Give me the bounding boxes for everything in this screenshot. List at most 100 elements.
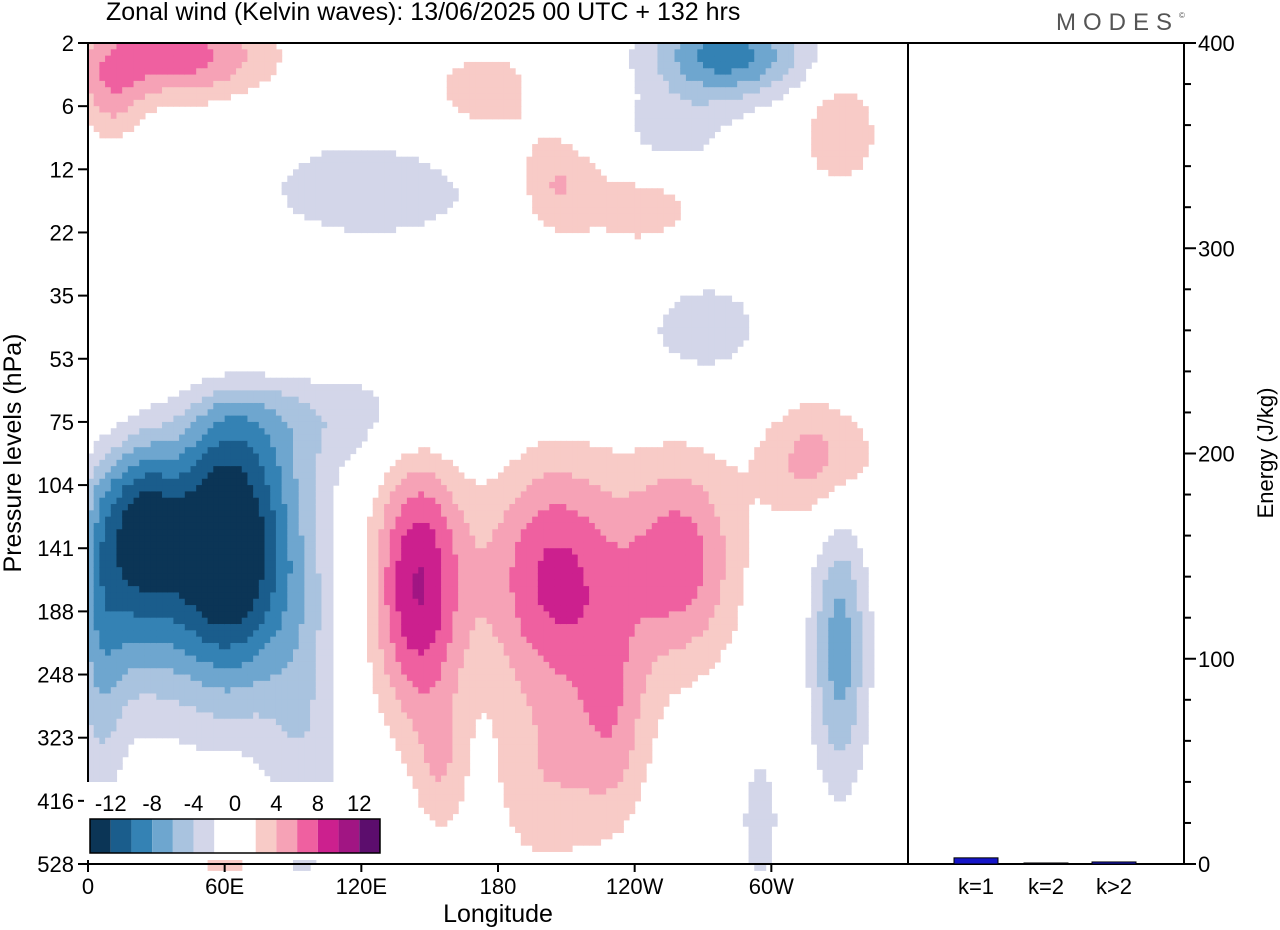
heatmap-cell: [463, 731, 471, 739]
heatmap-cell: [304, 453, 311, 461]
heatmap-cell: [378, 194, 385, 202]
heatmap-cell: [236, 396, 243, 404]
heatmap-cell: [127, 118, 135, 126]
heatmap-cell: [116, 586, 123, 594]
heatmap-cell: [446, 497, 454, 505]
heatmap-cell: [384, 636, 391, 644]
heatmap-cell: [389, 535, 397, 543]
heatmap-cell: [162, 68, 169, 76]
heatmap-cell: [515, 636, 522, 644]
heatmap-cell: [395, 573, 402, 581]
heatmap-cell: [475, 560, 482, 568]
heatmap-cell: [498, 87, 505, 95]
heatmap-cell: [458, 478, 465, 486]
heatmap-cell: [389, 194, 397, 202]
heatmap-cell: [532, 485, 539, 492]
heatmap-cell: [230, 384, 237, 391]
heatmap-cell: [127, 554, 135, 562]
heatmap-cell: [321, 630, 328, 638]
heatmap-cell: [412, 219, 419, 227]
heatmap-cell: [452, 737, 459, 745]
heatmap-cell: [156, 497, 163, 505]
heatmap-cell: [162, 535, 169, 543]
heatmap-cell: [241, 390, 249, 398]
heatmap-cell: [88, 605, 95, 612]
heatmap-cell: [179, 687, 186, 695]
heatmap-cell: [372, 674, 380, 682]
heatmap-cell: [122, 712, 129, 720]
heatmap-cell: [418, 579, 425, 587]
heatmap-cell: [253, 586, 260, 594]
heatmap-cell: [139, 674, 146, 682]
heatmap-cell: [293, 428, 300, 436]
heatmap-cell: [469, 718, 476, 726]
heatmap-cell: [526, 737, 533, 745]
heatmap-cell: [532, 548, 539, 556]
heatmap-cell: [105, 99, 112, 107]
heatmap-cell: [144, 466, 152, 474]
heatmap-cell: [133, 680, 140, 688]
heatmap-cell: [167, 68, 175, 76]
heatmap-cell: [412, 579, 419, 587]
heatmap-cell: [406, 579, 414, 587]
heatmap-cell: [509, 548, 516, 556]
heatmap-cell: [258, 371, 266, 379]
heatmap-cell: [241, 61, 249, 69]
heatmap-cell: [287, 750, 294, 758]
heatmap-cell: [503, 522, 510, 530]
heatmap-cell: [133, 478, 140, 486]
heatmap-cell: [372, 611, 380, 619]
heatmap-cell: [532, 459, 539, 467]
heatmap-cell: [372, 554, 380, 562]
heatmap-cell: [236, 409, 243, 417]
heatmap-cell: [190, 61, 197, 69]
heatmap-cell: [310, 485, 317, 492]
heatmap-cell: [412, 548, 419, 556]
heatmap-cell: [310, 712, 317, 720]
heatmap-cell: [281, 642, 288, 650]
heatmap-cell: [156, 611, 163, 619]
heatmap-cell: [88, 725, 95, 732]
heatmap-cell: [218, 421, 226, 429]
heatmap-cell: [401, 598, 408, 606]
heatmap-cell: [401, 706, 408, 714]
heatmap-cell: [475, 510, 482, 518]
heatmap-cell: [133, 573, 140, 581]
heatmap-cell: [139, 87, 146, 95]
heatmap-cell: [230, 586, 237, 594]
heatmap-cell: [281, 680, 288, 688]
heatmap-cell: [122, 731, 129, 739]
heatmap-cell: [367, 219, 374, 227]
heatmap-cell: [122, 447, 129, 455]
heatmap-cell: [156, 415, 163, 423]
heatmap-cell: [213, 611, 220, 619]
heatmap-cell: [127, 478, 135, 486]
heatmap-cell: [139, 693, 146, 701]
heatmap-cell: [423, 567, 431, 575]
heatmap-cell: [116, 706, 123, 714]
heatmap-cell: [116, 504, 123, 511]
heatmap-cell: [196, 529, 203, 537]
heatmap-cell: [526, 586, 533, 594]
heatmap-cell: [258, 737, 266, 745]
heatmap-cell: [492, 74, 499, 82]
heatmap-cell: [167, 485, 175, 492]
heatmap-cell: [127, 592, 135, 600]
heatmap-cell: [503, 61, 510, 69]
heatmap-cell: [372, 516, 380, 524]
heatmap-cell: [321, 207, 328, 215]
heatmap-cell: [275, 522, 283, 530]
heatmap-cell: [452, 800, 459, 808]
heatmap-cell: [429, 535, 436, 543]
heatmap-cell: [247, 535, 254, 543]
heatmap-cell: [321, 680, 328, 688]
heatmap-cell: [88, 55, 95, 63]
heatmap-cell: [173, 402, 180, 410]
heatmap-cell: [423, 800, 431, 808]
heatmap-cell: [122, 93, 129, 101]
heatmap-cell: [418, 642, 425, 650]
heatmap-cell: [378, 560, 385, 568]
heatmap-cell: [293, 207, 300, 215]
heatmap-cell: [423, 188, 431, 196]
heatmap-cell: [412, 213, 419, 221]
